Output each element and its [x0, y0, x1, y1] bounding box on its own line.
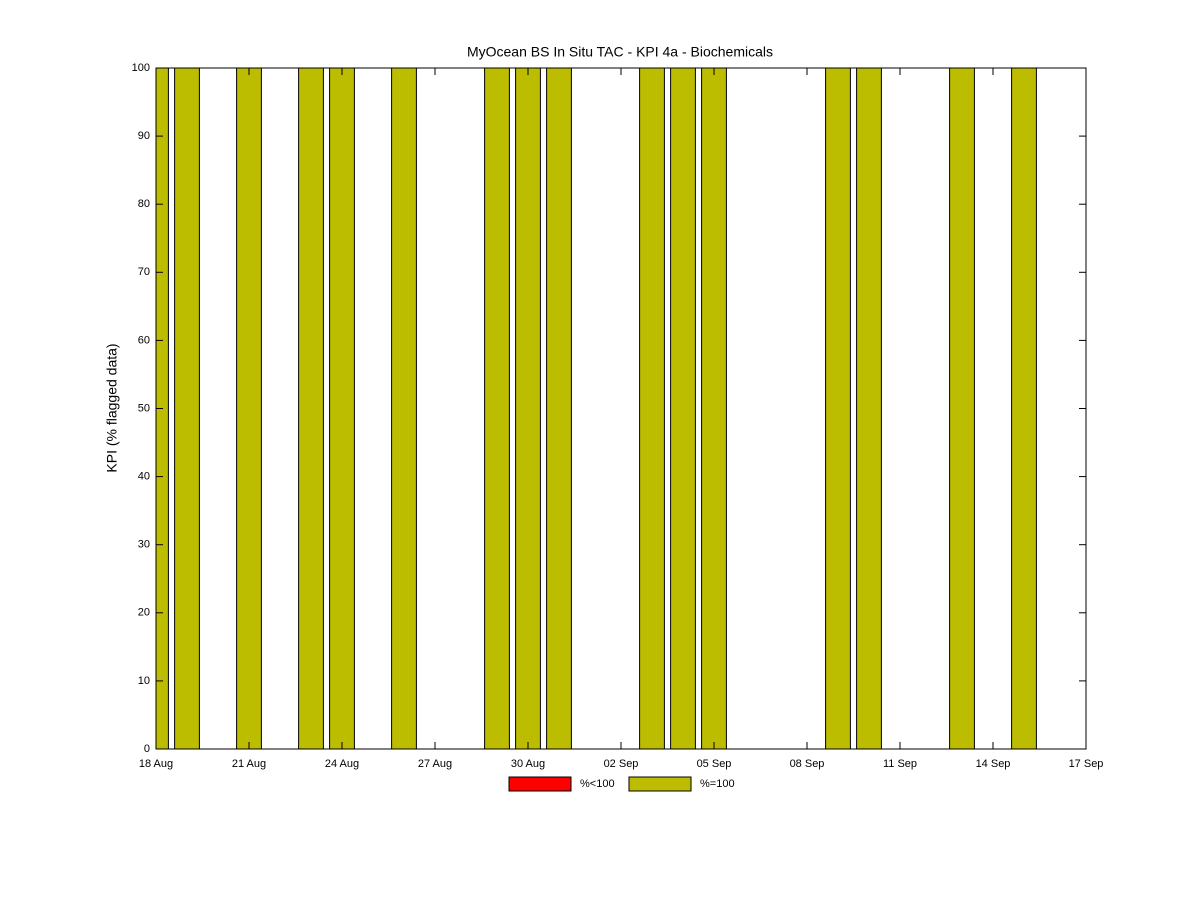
- x-tick-label: 05 Sep: [697, 758, 732, 770]
- bar: [670, 68, 696, 749]
- y-tick-label: 70: [138, 266, 150, 278]
- bar: [825, 68, 851, 749]
- y-tick-label: 20: [138, 607, 150, 619]
- bar: [484, 68, 510, 749]
- x-tick-label: 17 Sep: [1069, 758, 1104, 770]
- x-tick-label: 18 Aug: [139, 758, 173, 770]
- legend-label: %=100: [700, 778, 735, 790]
- y-tick-label: 30: [138, 539, 150, 551]
- bar: [1011, 68, 1037, 749]
- y-tick-label: 40: [138, 471, 150, 483]
- bar: [856, 68, 882, 749]
- y-tick-label: 0: [144, 743, 150, 755]
- bar: [236, 68, 262, 749]
- bar: [639, 68, 665, 749]
- y-tick-label: 90: [138, 130, 150, 142]
- y-tick-label: 80: [138, 198, 150, 210]
- x-tick-label: 11 Sep: [883, 758, 917, 770]
- bar: [515, 68, 541, 749]
- plot-frame: [155, 67, 1087, 750]
- x-tick-label: 21 Aug: [232, 758, 266, 770]
- bar: [949, 68, 975, 749]
- bar: [701, 68, 727, 749]
- legend-label: %<100: [580, 778, 615, 790]
- bar: [329, 68, 355, 749]
- y-tick-label: 50: [138, 402, 150, 414]
- bar: [174, 68, 200, 749]
- x-tick-label: 08 Sep: [790, 758, 825, 770]
- chart-title: MyOcean BS In Situ TAC - KPI 4a - Bioche…: [467, 44, 773, 60]
- x-tick-label: 27 Aug: [418, 758, 452, 770]
- x-tick-label: 24 Aug: [325, 758, 359, 770]
- bar: [546, 68, 572, 749]
- y-tick-label: 60: [138, 334, 150, 346]
- y-tick-label: 10: [138, 675, 150, 687]
- legend-swatch: [628, 776, 692, 792]
- legend-swatch: [508, 776, 572, 792]
- x-tick-label: 02 Sep: [604, 758, 639, 770]
- y-axis-label: KPI (% flagged data): [104, 343, 120, 472]
- bar: [298, 68, 324, 749]
- x-tick-label: 14 Sep: [976, 758, 1011, 770]
- x-tick-label: 30 Aug: [511, 758, 545, 770]
- bar: [391, 68, 417, 749]
- y-tick-label: 100: [132, 62, 150, 74]
